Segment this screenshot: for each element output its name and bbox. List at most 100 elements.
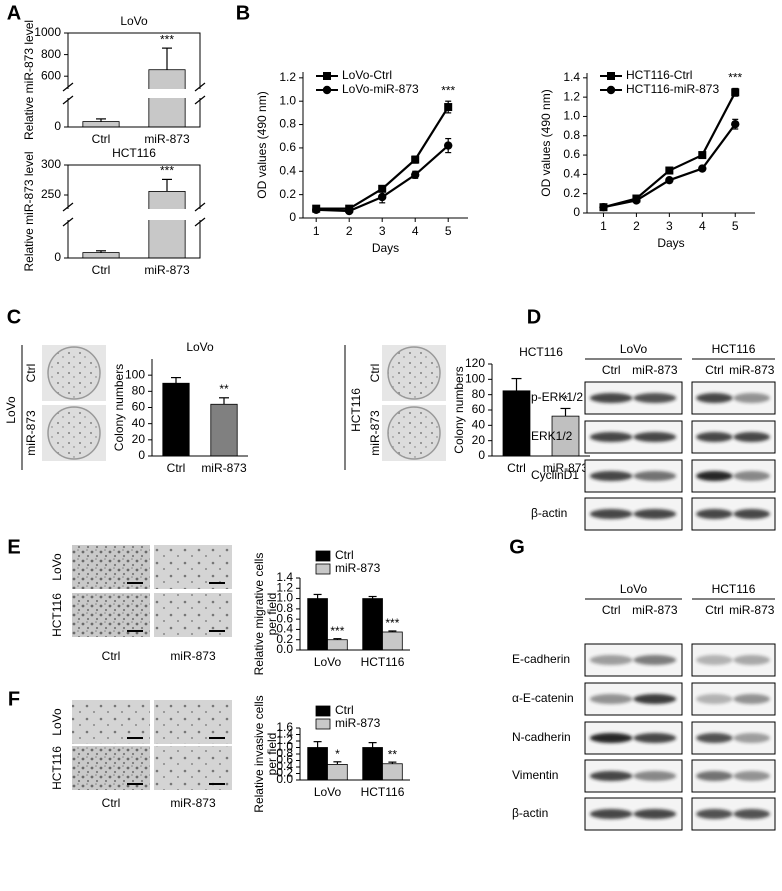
x-tick-label: 2 (633, 219, 640, 233)
marker (378, 192, 387, 202)
row-label: miR-873 (368, 410, 382, 456)
y-tick-label: 60 (472, 402, 486, 416)
row-label: LoVo (50, 553, 64, 581)
break-mark (62, 202, 74, 212)
dish (47, 346, 101, 400)
legend-label: miR-873 (335, 561, 381, 575)
marker (698, 151, 707, 160)
column-label: miR-873 (170, 649, 216, 663)
significance: *** (160, 32, 174, 46)
group-label: LoVo (620, 582, 648, 596)
y-axis-label: OD values (490 nm) (539, 89, 553, 196)
blot-band (733, 655, 771, 665)
blot-band (696, 393, 733, 403)
blot-band (733, 733, 771, 743)
panel-label: B (236, 2, 250, 24)
y-axis-label: per field (265, 593, 279, 636)
y-tick-label: 1.0 (276, 591, 293, 605)
marker (444, 103, 453, 112)
blot-band (633, 733, 677, 743)
legend-label: HCT116-miR-873 (626, 82, 719, 96)
micrograph (154, 700, 232, 744)
legend-marker (323, 72, 331, 80)
y-axis-label: Relative invasive cells (252, 695, 266, 812)
blot-band (633, 509, 677, 519)
marker (731, 88, 740, 97)
bar (148, 190, 186, 259)
protein-label: p-ERK1/2 (531, 390, 583, 404)
y-tick-label: 0.6 (563, 147, 580, 161)
x-axis-label: Days (657, 236, 684, 250)
break-mark (62, 217, 74, 227)
x-tick-label: 5 (445, 224, 452, 238)
y-tick-label: 0.6 (279, 140, 296, 154)
row-label: HCT116 (50, 746, 64, 790)
break-mark (194, 202, 206, 212)
y-tick-label: 0 (573, 205, 580, 219)
blot-band (733, 393, 771, 403)
blot-band (633, 771, 677, 781)
blot-band (589, 471, 633, 481)
legend-label: LoVo-Ctrl (342, 68, 392, 82)
blot-band (696, 471, 733, 481)
x-tick-label: Ctrl (92, 132, 111, 146)
blot-band (633, 432, 677, 442)
significance: *** (160, 164, 174, 178)
y-tick-label: 0 (289, 210, 296, 224)
y-tick-label: 0.0 (276, 772, 293, 786)
significance: * (335, 747, 340, 761)
y-tick-label: 1.2 (563, 89, 580, 103)
x-tick-label: LoVo (314, 785, 342, 799)
legend-label: Ctrl (335, 548, 354, 562)
bar (82, 121, 120, 128)
y-tick-label: 1.2 (276, 580, 293, 594)
blot-band (733, 771, 771, 781)
y-tick-label: 1.2 (276, 733, 293, 747)
y-tick-label: 0.4 (279, 163, 296, 177)
y-tick-label: 0.8 (276, 601, 293, 615)
bar (327, 764, 348, 781)
x-tick-label: HCT116 (361, 655, 405, 669)
blot-band (589, 694, 633, 704)
marker (665, 166, 674, 175)
y-tick-label: 1.0 (563, 109, 580, 123)
y-tick-label: 250 (41, 187, 61, 201)
blot-band (733, 471, 771, 481)
micrograph (154, 545, 232, 589)
y-axis-label: Relative miR-873 level (22, 20, 36, 140)
lane-label: miR-873 (729, 363, 775, 377)
y-tick-label: 0.2 (279, 187, 296, 201)
blot-band (589, 733, 633, 743)
blot-band (589, 432, 633, 442)
bar (502, 390, 531, 457)
x-tick-label: 3 (379, 224, 386, 238)
dish (47, 406, 101, 460)
row-label: miR-873 (24, 410, 38, 456)
lane-label: miR-873 (632, 603, 678, 617)
break-mark (62, 95, 74, 105)
marker (411, 155, 420, 164)
axis-break (62, 89, 206, 98)
blot-band (733, 432, 771, 442)
break-mark (194, 217, 206, 227)
blot-band (696, 733, 733, 743)
protein-label: E-cadherin (512, 652, 570, 666)
x-tick-label: LoVo (314, 655, 342, 669)
blot-band (589, 509, 633, 519)
bar (327, 639, 348, 651)
y-tick-label: 300 (41, 157, 61, 171)
y-tick-label: 1.0 (279, 93, 296, 107)
blot-band (696, 509, 733, 519)
marker (345, 206, 354, 216)
y-tick-label: 0.4 (276, 622, 293, 636)
protein-label: α-E-catenin (512, 691, 574, 705)
row-label: HCT116 (50, 593, 64, 637)
legend-marker (606, 85, 616, 95)
bar (362, 598, 383, 651)
bar (382, 631, 403, 651)
x-tick-label: miR-873 (144, 132, 190, 146)
significance: ** (388, 747, 398, 761)
x-tick-label: 4 (412, 224, 419, 238)
blot-band (733, 809, 771, 819)
y-tick-label: 100 (125, 367, 145, 381)
